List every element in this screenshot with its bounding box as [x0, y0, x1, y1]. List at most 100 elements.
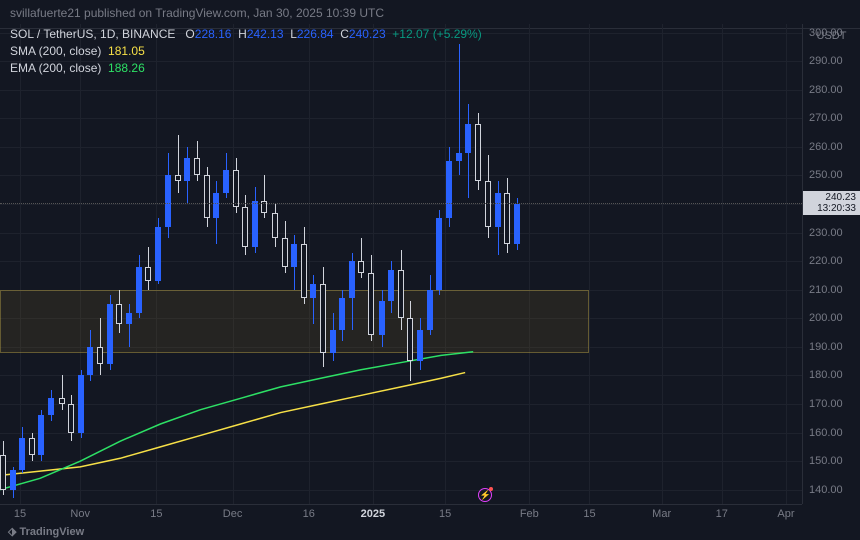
- candle-body: [417, 330, 423, 361]
- candle-body: [475, 124, 481, 181]
- candle-wick: [62, 375, 63, 409]
- price-badge: 240.2313:20:33: [803, 191, 860, 215]
- sma-value: 181.05: [108, 44, 145, 58]
- support-zone: [0, 290, 589, 353]
- ytick: 210.00: [809, 284, 843, 296]
- xtick: 15: [439, 508, 451, 520]
- gridline-v: [309, 24, 310, 504]
- candle-body: [97, 347, 103, 364]
- ytick: 170.00: [809, 398, 843, 410]
- candle-body: [310, 284, 316, 298]
- candle-body: [252, 201, 258, 247]
- ytick: 250.00: [809, 169, 843, 181]
- low-label: L: [290, 27, 297, 41]
- candle-body: [272, 213, 278, 239]
- candle-body: [145, 267, 151, 281]
- xtick: 17: [716, 508, 728, 520]
- candle-body: [126, 313, 132, 324]
- gridline-h: [0, 233, 802, 234]
- ytick: 190.00: [809, 341, 843, 353]
- brand-text: TradingView: [20, 526, 85, 538]
- candle-body: [282, 238, 288, 267]
- candle-body: [427, 290, 433, 330]
- gridline-v: [662, 24, 663, 504]
- high-value: 242.13: [247, 27, 284, 41]
- candle-wick: [129, 304, 130, 347]
- xtick: 15: [583, 508, 595, 520]
- x-axis: 15Nov15Dec16202515Feb15Mar17Apr: [0, 504, 802, 524]
- candle-body: [194, 158, 200, 175]
- xtick: 16: [303, 508, 315, 520]
- gridline-h: [0, 404, 802, 405]
- candle-body: [78, 375, 84, 432]
- xtick: Feb: [520, 508, 539, 520]
- ytick: 230.00: [809, 227, 843, 239]
- candle-body: [465, 124, 471, 153]
- xtick: Apr: [777, 508, 794, 520]
- ema-value: 188.26: [108, 61, 145, 75]
- gridline-h: [0, 461, 802, 462]
- sma-label: SMA (200, close): [10, 44, 101, 58]
- gridline-v: [233, 24, 234, 504]
- last-price-line: [0, 203, 802, 204]
- change-pct: (+5.29%): [433, 27, 482, 41]
- candle-body: [320, 284, 326, 353]
- candle-body: [19, 438, 25, 469]
- low-value: 226.84: [297, 27, 334, 41]
- candle-body: [446, 161, 452, 218]
- ytick: 270.00: [809, 112, 843, 124]
- price-badge-countdown: 13:20:33: [807, 203, 856, 214]
- candle-body: [242, 207, 248, 247]
- gridline-h: [0, 375, 802, 376]
- candle-body: [339, 298, 345, 329]
- candle-body: [48, 398, 54, 415]
- candle-body: [184, 158, 190, 181]
- gridline-h: [0, 90, 802, 91]
- gridline-v: [445, 24, 446, 504]
- gridline-v: [786, 24, 787, 504]
- candle-body: [68, 404, 74, 433]
- candle-body: [368, 273, 374, 336]
- candle-body: [436, 218, 442, 289]
- y-axis: USDT 300.00290.00280.00270.00260.00250.0…: [802, 24, 860, 504]
- candle-body: [291, 244, 297, 267]
- close-value: 240.23: [349, 27, 386, 41]
- event-marker-icon[interactable]: ⚡: [478, 488, 492, 502]
- candle-body: [223, 170, 229, 193]
- candle-body: [233, 170, 239, 207]
- gridline-v: [589, 24, 590, 504]
- change-abs: +12.07: [392, 27, 429, 41]
- ytick: 200.00: [809, 312, 843, 324]
- candle-body: [165, 175, 171, 226]
- logo-icon: ⬗: [8, 526, 16, 538]
- candle-body: [301, 244, 307, 298]
- candle-body: [59, 398, 65, 404]
- candle-body: [87, 347, 93, 376]
- candle-body: [407, 318, 413, 361]
- candle-body: [136, 267, 142, 313]
- symbol: SOL / TetherUS, 1D, BINANCE: [10, 27, 175, 41]
- gridline-v: [373, 24, 374, 504]
- publish-text: svillafuerte21 published on TradingView.…: [10, 6, 384, 20]
- close-label: C: [340, 27, 349, 41]
- candle-body: [29, 438, 35, 455]
- candle-body: [213, 193, 219, 219]
- gridline-h: [0, 175, 802, 176]
- price-badge-price: 240.23: [807, 192, 856, 203]
- candle-body: [204, 175, 210, 218]
- xtick: Mar: [652, 508, 671, 520]
- chart-area[interactable]: ⚡: [0, 24, 802, 504]
- candle-body: [379, 301, 385, 335]
- gridline-h: [0, 118, 802, 119]
- xtick: Nov: [70, 508, 90, 520]
- candle-body: [398, 270, 404, 319]
- xtick: 2025: [361, 508, 385, 520]
- symbol-info: SOL / TetherUS, 1D, BINANCE O228.16 H242…: [10, 26, 482, 77]
- candle-wick: [178, 135, 179, 192]
- candle-body: [504, 193, 510, 244]
- ytick: 220.00: [809, 255, 843, 267]
- candle-body: [330, 330, 336, 353]
- candle-body: [358, 261, 364, 272]
- ytick: 300.00: [809, 27, 843, 39]
- ytick: 140.00: [809, 484, 843, 496]
